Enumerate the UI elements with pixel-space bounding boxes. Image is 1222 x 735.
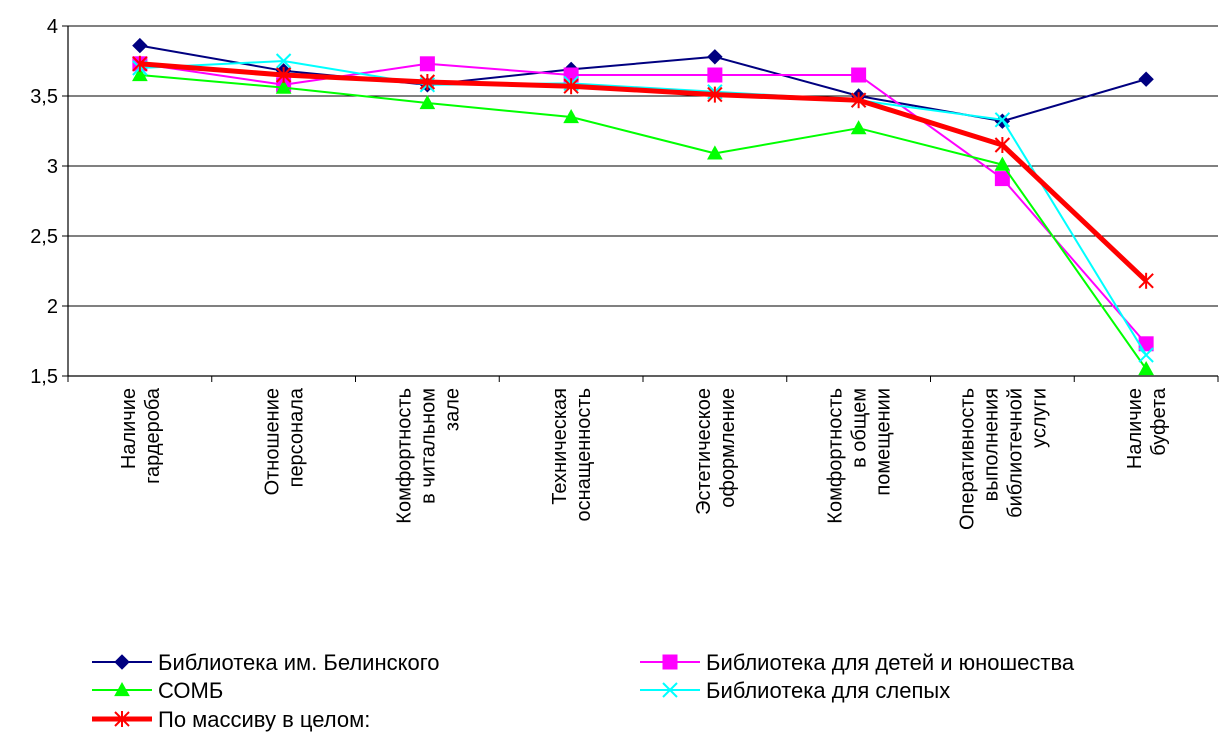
x-category-label: Оперативность выполнения библиотечной услуг… bbox=[956, 388, 1050, 530]
x-category-label: Эстетическое оформление bbox=[693, 388, 739, 515]
marker-triangle bbox=[1138, 360, 1154, 376]
x-category-line: персонала bbox=[286, 387, 308, 487]
x-category-line: зале bbox=[441, 388, 463, 431]
series-3 bbox=[132, 66, 1154, 376]
x-category-line: Наличие bbox=[1124, 388, 1146, 469]
x-category-label: Наличие гардероба bbox=[118, 387, 164, 484]
marker-diamond bbox=[114, 654, 130, 670]
marker-star bbox=[419, 74, 436, 90]
x-category-line: библиотечной bbox=[1004, 388, 1026, 518]
marker-diamond bbox=[132, 37, 148, 54]
marker-star bbox=[1138, 272, 1154, 289]
series-lines bbox=[132, 37, 1154, 376]
x-category-line: оснащенность bbox=[573, 388, 595, 521]
y-tick-labels: 1,5 2 2,5 3 3,5 4 bbox=[30, 16, 58, 388]
legend-label: Библиотека для детей и юношества bbox=[706, 650, 1075, 675]
series-4 bbox=[132, 53, 1154, 363]
series-line bbox=[139, 61, 1148, 283]
y-tick-label: 2 bbox=[47, 296, 58, 318]
x-category-line: услуги bbox=[1028, 388, 1050, 448]
x-category-line: Комфортность bbox=[825, 388, 847, 524]
marker-square bbox=[662, 654, 678, 670]
series-5 bbox=[132, 55, 1154, 289]
x-category-line: буфета bbox=[1148, 387, 1170, 456]
marker-x bbox=[275, 53, 292, 69]
series-line bbox=[139, 74, 1147, 370]
x-category-line: выполнения bbox=[980, 388, 1002, 501]
marker-diamond bbox=[707, 49, 723, 65]
axes bbox=[62, 25, 1219, 382]
series-2 bbox=[132, 56, 1154, 352]
x-category-line: Отношение bbox=[262, 388, 284, 495]
marker-diamond bbox=[1138, 71, 1154, 87]
marker-triangle bbox=[707, 145, 723, 160]
legend: Библиотека им. Белинского Библиотека для … bbox=[92, 650, 1075, 732]
legend-label: Библиотека им. Белинского bbox=[158, 650, 439, 675]
x-category-label: Наличие буфета bbox=[1124, 387, 1170, 469]
x-category-label: Комфортность в читальном зале bbox=[393, 388, 463, 524]
marker-triangle bbox=[132, 66, 148, 82]
x-category-line: помещении bbox=[873, 388, 895, 496]
marker-star bbox=[132, 55, 148, 72]
marker-square bbox=[994, 171, 1010, 187]
series-line bbox=[139, 62, 1147, 345]
legend-item: По массиву в целом: bbox=[92, 707, 370, 732]
marker-square bbox=[419, 56, 435, 72]
marker-star bbox=[850, 92, 867, 109]
marker-triangle bbox=[850, 120, 867, 135]
legend-item: СОМБ bbox=[92, 678, 223, 703]
x-category-line: Комфортность bbox=[393, 388, 415, 524]
marker-star bbox=[275, 67, 292, 83]
x-category-label: Техническая оснащенность bbox=[549, 388, 595, 521]
marker-x bbox=[994, 112, 1011, 128]
x-category-label: Отношение персонала bbox=[262, 387, 308, 495]
x-category-line: Эстетическое bbox=[693, 388, 715, 515]
marker-star bbox=[114, 711, 130, 727]
marker-x bbox=[662, 682, 678, 698]
series-line bbox=[139, 60, 1147, 356]
x-category-line: Наличие bbox=[118, 388, 140, 469]
legend-label: Библиотека для слепых bbox=[706, 678, 950, 703]
legend-item: Библиотека для слепых bbox=[640, 678, 950, 703]
y-tick-label: 1,5 bbox=[30, 366, 58, 388]
y-tick-label: 2,5 bbox=[30, 226, 58, 248]
x-category-line: гардероба bbox=[142, 387, 164, 484]
x-category-line: в читальном bbox=[417, 388, 439, 504]
y-tick-label: 3,5 bbox=[30, 86, 58, 108]
marker-triangle bbox=[114, 681, 130, 697]
x-category-line: в общем bbox=[849, 388, 871, 468]
marker-triangle bbox=[563, 108, 579, 124]
marker-triangle bbox=[419, 94, 436, 110]
x-tick-labels: Наличие гардероба Отношение персонала Комфор… bbox=[118, 387, 1170, 530]
y-tick-label: 3 bbox=[47, 156, 58, 178]
x-category-line: оформление bbox=[717, 388, 739, 508]
x-category-line: Оперативность bbox=[956, 388, 978, 530]
legend-label: По массиву в целом: bbox=[158, 707, 370, 732]
x-category-line: Техническая bbox=[549, 388, 571, 505]
marker-star bbox=[994, 137, 1011, 153]
marker-square bbox=[851, 67, 867, 83]
legend-item: Библиотека им. Белинского bbox=[92, 650, 439, 675]
legend-label: СОМБ bbox=[158, 678, 223, 703]
marker-star bbox=[563, 78, 579, 95]
marker-triangle bbox=[275, 79, 292, 94]
marker-square bbox=[707, 67, 723, 83]
y-tick-label: 4 bbox=[47, 16, 58, 38]
x-category-label: Комфортность в общем помещении bbox=[825, 388, 895, 524]
marker-x bbox=[1138, 347, 1154, 363]
marker-triangle bbox=[994, 156, 1011, 171]
marker-star bbox=[707, 86, 723, 103]
legend-item: Библиотека для детей и юношества bbox=[640, 650, 1075, 675]
